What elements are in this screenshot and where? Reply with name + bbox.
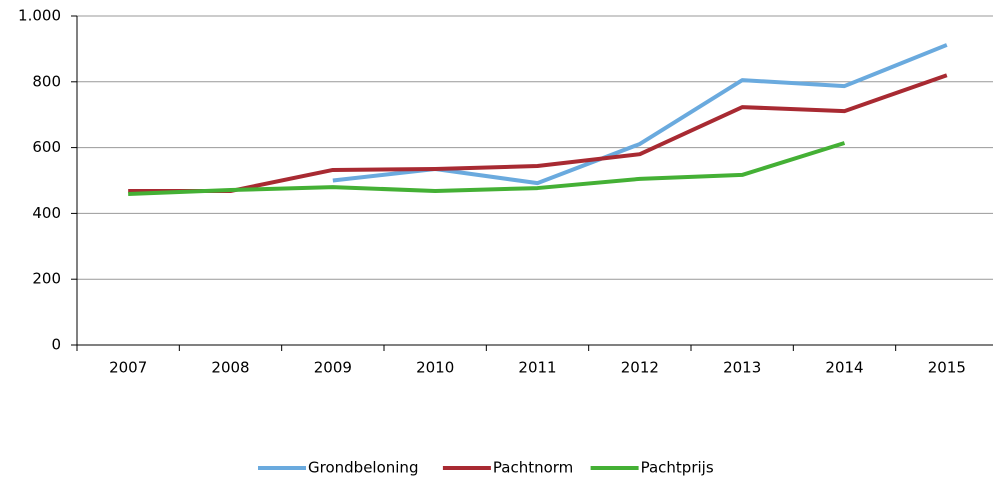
y-tick-label: 800 (32, 72, 61, 90)
legend-label: Pachtnorm (493, 459, 573, 477)
y-tick-label: 400 (32, 204, 61, 222)
x-tick-label: 2012 (621, 359, 659, 377)
x-tick-label: 2010 (416, 359, 454, 377)
y-tick-label: 200 (32, 270, 61, 288)
legend-label: Pachtprijs (641, 459, 714, 477)
x-tick-label: 2013 (723, 359, 761, 377)
y-tick-label: 600 (32, 138, 61, 156)
line-series (128, 141, 846, 196)
x-tick-label: 2015 (928, 359, 966, 377)
x-tick-label: 2014 (825, 359, 863, 377)
legend-label: Grondbeloning (308, 459, 418, 477)
x-tick-label: 2007 (109, 359, 147, 377)
x-tick-label: 2009 (314, 359, 352, 377)
line-series (332, 43, 948, 186)
line-series (128, 73, 948, 194)
y-tick-label: 1.000 (18, 7, 61, 25)
x-tick-label: 2008 (211, 359, 249, 377)
y-tick-label: 0 (51, 336, 61, 354)
x-tick-label: 2011 (518, 359, 556, 377)
